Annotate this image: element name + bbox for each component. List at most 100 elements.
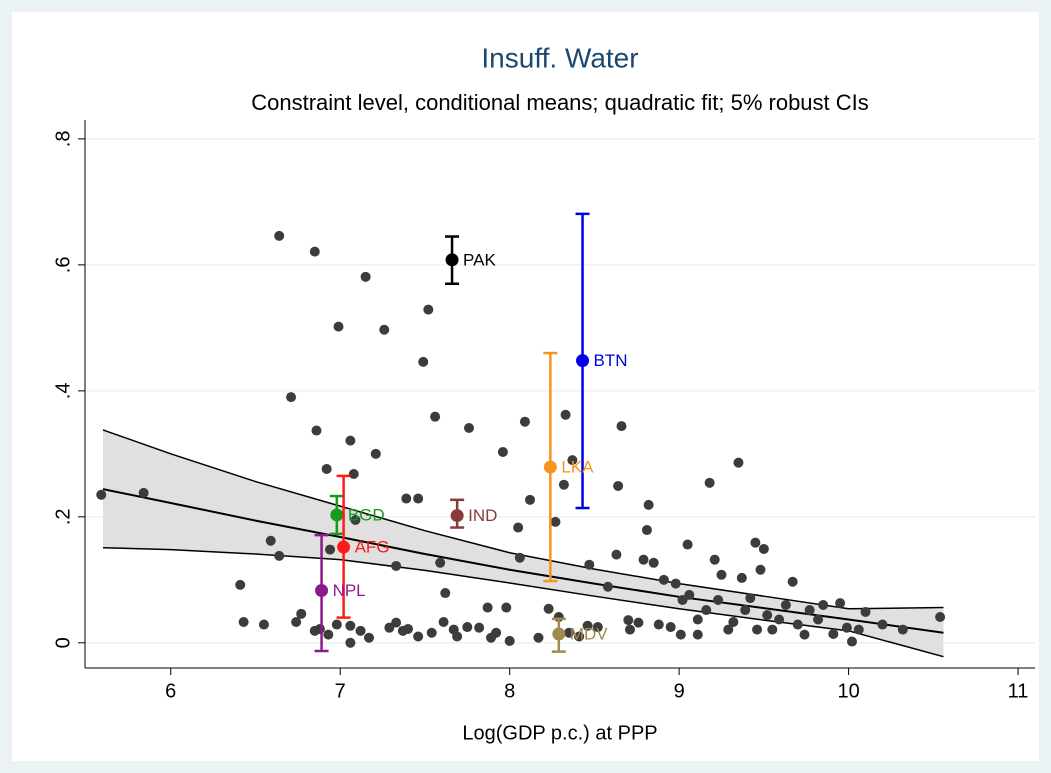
scatter-point: [638, 554, 649, 565]
point-label: PAK: [463, 250, 496, 269]
point-label: AFG: [355, 538, 390, 557]
scatter-point: [787, 576, 798, 587]
scatter-point: [423, 304, 434, 315]
scatter-point: [435, 557, 446, 568]
scatter-point: [641, 525, 652, 536]
scatter-point: [935, 611, 946, 622]
highlight-point: [337, 540, 351, 554]
scatter-point: [670, 578, 681, 589]
fit-line: [102, 488, 944, 634]
scatter-point: [582, 620, 593, 631]
scatter-point: [513, 522, 524, 533]
scatter-point: [750, 537, 761, 548]
scatter-point: [323, 629, 334, 640]
scatter-point: [728, 617, 739, 628]
scatter-point: [658, 574, 669, 585]
x-axis-label: Log(GDP p.c.) at PPP: [462, 722, 657, 744]
scatter-point: [767, 624, 778, 635]
highlight-point: [315, 584, 329, 598]
scatter-point: [677, 594, 688, 605]
chart-title: Insuff. Water: [481, 42, 638, 73]
scatter-point: [440, 588, 451, 599]
scatter-point: [740, 605, 751, 616]
scatter-point: [550, 516, 561, 527]
scatter-point: [333, 321, 344, 332]
scatter-point: [755, 564, 766, 575]
highlight-point: [543, 460, 557, 474]
scatter-point: [430, 411, 441, 422]
scatter-point: [602, 581, 613, 592]
scatter-point: [482, 602, 493, 613]
scatter-point: [491, 627, 502, 638]
scatter-point: [813, 614, 824, 625]
scatter-point: [379, 324, 390, 335]
scatter-point: [350, 514, 361, 525]
scatter-point: [321, 463, 332, 474]
highlight-point: [445, 253, 459, 267]
x-tick-label: 9: [674, 680, 685, 702]
scatter-point: [413, 631, 424, 642]
scatter-point: [563, 627, 574, 638]
scatter-point: [402, 623, 413, 634]
y-tick-label: .8: [52, 131, 74, 148]
point-label: BGD: [348, 505, 385, 524]
scatter-point: [497, 446, 508, 457]
scatter-point: [643, 499, 654, 510]
scatter-point: [238, 617, 249, 628]
scatter-point: [633, 617, 644, 628]
y-tick-label: .2: [52, 508, 74, 525]
scatter-point: [665, 622, 676, 633]
x-tick-label: 11: [1008, 680, 1029, 702]
scatter-point: [462, 622, 473, 633]
scatter-point: [792, 619, 803, 630]
scatter-point: [345, 637, 356, 648]
point-label: MDV: [570, 624, 608, 643]
point-label: NPL: [333, 581, 366, 600]
scatter-point: [96, 489, 107, 500]
scatter-point: [584, 559, 595, 570]
ci-upper: [102, 429, 944, 610]
x-tick-label: 8: [504, 680, 515, 702]
scatter-point: [745, 593, 756, 604]
scatter-point: [592, 622, 603, 633]
scatter-point: [331, 619, 342, 630]
scatter-point: [345, 435, 356, 446]
scatter-point: [452, 631, 463, 642]
scatter-point: [860, 606, 871, 617]
scatter-point: [474, 622, 485, 633]
scatter-point: [877, 619, 888, 630]
scatter-point: [519, 416, 530, 427]
scatter-point: [286, 392, 297, 403]
highlight-point: [576, 354, 590, 368]
scatter-point: [853, 624, 864, 635]
scatter-point: [426, 627, 437, 638]
scatter-point: [355, 625, 366, 636]
scatter-point: [574, 631, 585, 642]
scatter-point: [560, 409, 571, 420]
highlight-point: [330, 508, 344, 522]
scatter-point: [713, 594, 724, 605]
scatter-point: [762, 610, 773, 621]
scatter-point: [716, 569, 727, 580]
scatter-point: [611, 549, 622, 560]
scatter-point: [692, 629, 703, 640]
scatter-point: [804, 605, 815, 616]
x-tick-label: 6: [165, 680, 176, 702]
scatter-point: [274, 230, 285, 241]
inner-region: [12, 12, 1039, 761]
ci-band: [102, 429, 944, 657]
scatter-point: [314, 623, 325, 634]
scatter-point: [841, 622, 852, 633]
scatter-point: [682, 539, 693, 550]
scatter-point: [309, 246, 320, 257]
scatter-point: [463, 423, 474, 434]
scatter-point: [138, 487, 149, 498]
scatter-point: [438, 617, 449, 628]
scatter-point: [543, 603, 554, 614]
scatter-point: [258, 619, 269, 630]
scatter-point: [325, 544, 336, 555]
scatter-point: [692, 614, 703, 625]
scatter-point: [401, 493, 412, 504]
